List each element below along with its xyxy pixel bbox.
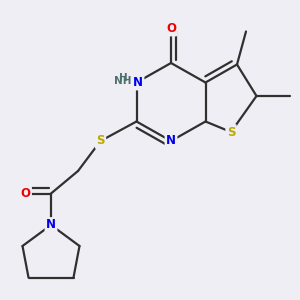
Text: S: S [96,134,105,148]
Text: H: H [132,77,141,88]
Text: S: S [227,125,235,139]
Text: N: N [46,218,56,232]
Text: H: H [118,73,127,83]
Text: O: O [166,22,176,35]
Text: N: N [166,134,176,148]
Text: O: O [20,187,31,200]
Text: NH: NH [115,76,132,86]
Text: N: N [133,76,143,89]
